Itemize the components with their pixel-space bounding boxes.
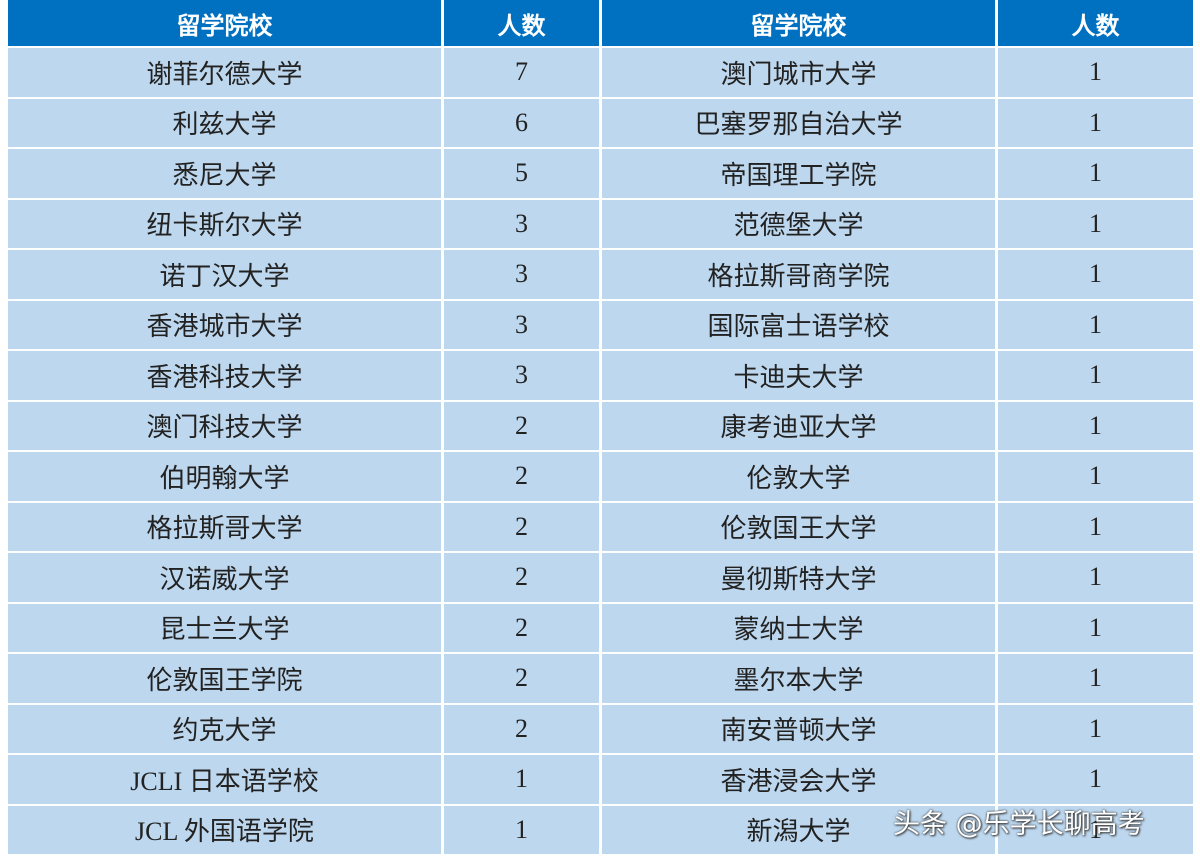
school-cell: 利兹大学 — [8, 98, 441, 147]
school-cell: 汉诺威大学 — [8, 553, 441, 602]
count-cell: 1 — [444, 805, 599, 854]
count-cell: 1 — [998, 805, 1193, 854]
count-cell: 2 — [444, 502, 599, 551]
count-cell: 1 — [444, 755, 599, 804]
count-cell: 1 — [998, 351, 1193, 400]
count-cell: 1 — [998, 149, 1193, 198]
count-cell: 6 — [444, 98, 599, 147]
header-cell: 留学院校 — [8, 0, 441, 46]
count-cell: 7 — [444, 48, 599, 97]
school-cell: 曼彻斯特大学 — [602, 553, 995, 602]
school-cell: 伦敦国王大学 — [602, 502, 995, 551]
count-cell: 1 — [998, 553, 1193, 602]
school-cell: 澳门科技大学 — [8, 401, 441, 450]
school-cell: 康考迪亚大学 — [602, 401, 995, 450]
header-cell: 人数 — [998, 0, 1193, 46]
count-cell: 1 — [998, 98, 1193, 147]
count-cell: 1 — [998, 654, 1193, 703]
count-cell: 1 — [998, 300, 1193, 349]
count-cell: 2 — [444, 704, 599, 753]
school-cell: JCL 外国语学院 — [8, 805, 441, 854]
school-cell: 谢菲尔德大学 — [8, 48, 441, 97]
school-cell: 香港城市大学 — [8, 300, 441, 349]
school-cell: 纽卡斯尔大学 — [8, 199, 441, 248]
watermark: 头条 @乐学长聊高考 — [893, 809, 1145, 840]
school-cell: 约克大学 — [8, 704, 441, 753]
school-cell: 卡迪夫大学 — [602, 351, 995, 400]
school-cell: 新潟大学 — [602, 805, 995, 854]
school-cell: 诺丁汉大学 — [8, 250, 441, 299]
header-cell: 留学院校 — [602, 0, 995, 46]
school-cell: 昆士兰大学 — [8, 603, 441, 652]
school-cell: JCLI 日本语学校 — [8, 755, 441, 804]
count-cell: 1 — [998, 199, 1193, 248]
school-cell: 伦敦大学 — [602, 452, 995, 501]
count-cell: 2 — [444, 603, 599, 652]
count-cell: 3 — [444, 300, 599, 349]
school-cell: 帝国理工学院 — [602, 149, 995, 198]
school-cell: 格拉斯哥大学 — [8, 502, 441, 551]
school-table: 留学院校 人数 留学院校 人数 谢菲尔德大学 7 澳门城市大学 1 利兹大学 6 巴塞罗那自治大学 1… — [8, 0, 1193, 854]
count-cell: 2 — [444, 654, 599, 703]
school-cell: 伦敦国王学院 — [8, 654, 441, 703]
school-cell: 巴塞罗那自治大学 — [602, 98, 995, 147]
count-cell: 2 — [444, 452, 599, 501]
count-cell: 2 — [444, 401, 599, 450]
count-cell: 1 — [998, 704, 1193, 753]
count-cell: 1 — [998, 603, 1193, 652]
school-cell: 南安普顿大学 — [602, 704, 995, 753]
count-cell: 5 — [444, 149, 599, 198]
count-cell: 3 — [444, 351, 599, 400]
count-cell: 1 — [998, 755, 1193, 804]
school-cell: 香港浸会大学 — [602, 755, 995, 804]
school-cell: 国际富士语学校 — [602, 300, 995, 349]
school-cell: 悉尼大学 — [8, 149, 441, 198]
count-cell: 2 — [444, 553, 599, 602]
school-cell: 格拉斯哥商学院 — [602, 250, 995, 299]
count-cell: 3 — [444, 250, 599, 299]
school-cell: 范德堡大学 — [602, 199, 995, 248]
count-cell: 1 — [998, 452, 1193, 501]
count-cell: 1 — [998, 48, 1193, 97]
count-cell: 1 — [998, 401, 1193, 450]
count-cell: 1 — [998, 502, 1193, 551]
count-cell: 1 — [998, 250, 1193, 299]
school-cell: 伯明翰大学 — [8, 452, 441, 501]
school-cell: 澳门城市大学 — [602, 48, 995, 97]
school-cell: 香港科技大学 — [8, 351, 441, 400]
header-cell: 人数 — [444, 0, 599, 46]
count-cell: 3 — [444, 199, 599, 248]
school-cell: 蒙纳士大学 — [602, 603, 995, 652]
school-cell: 墨尔本大学 — [602, 654, 995, 703]
